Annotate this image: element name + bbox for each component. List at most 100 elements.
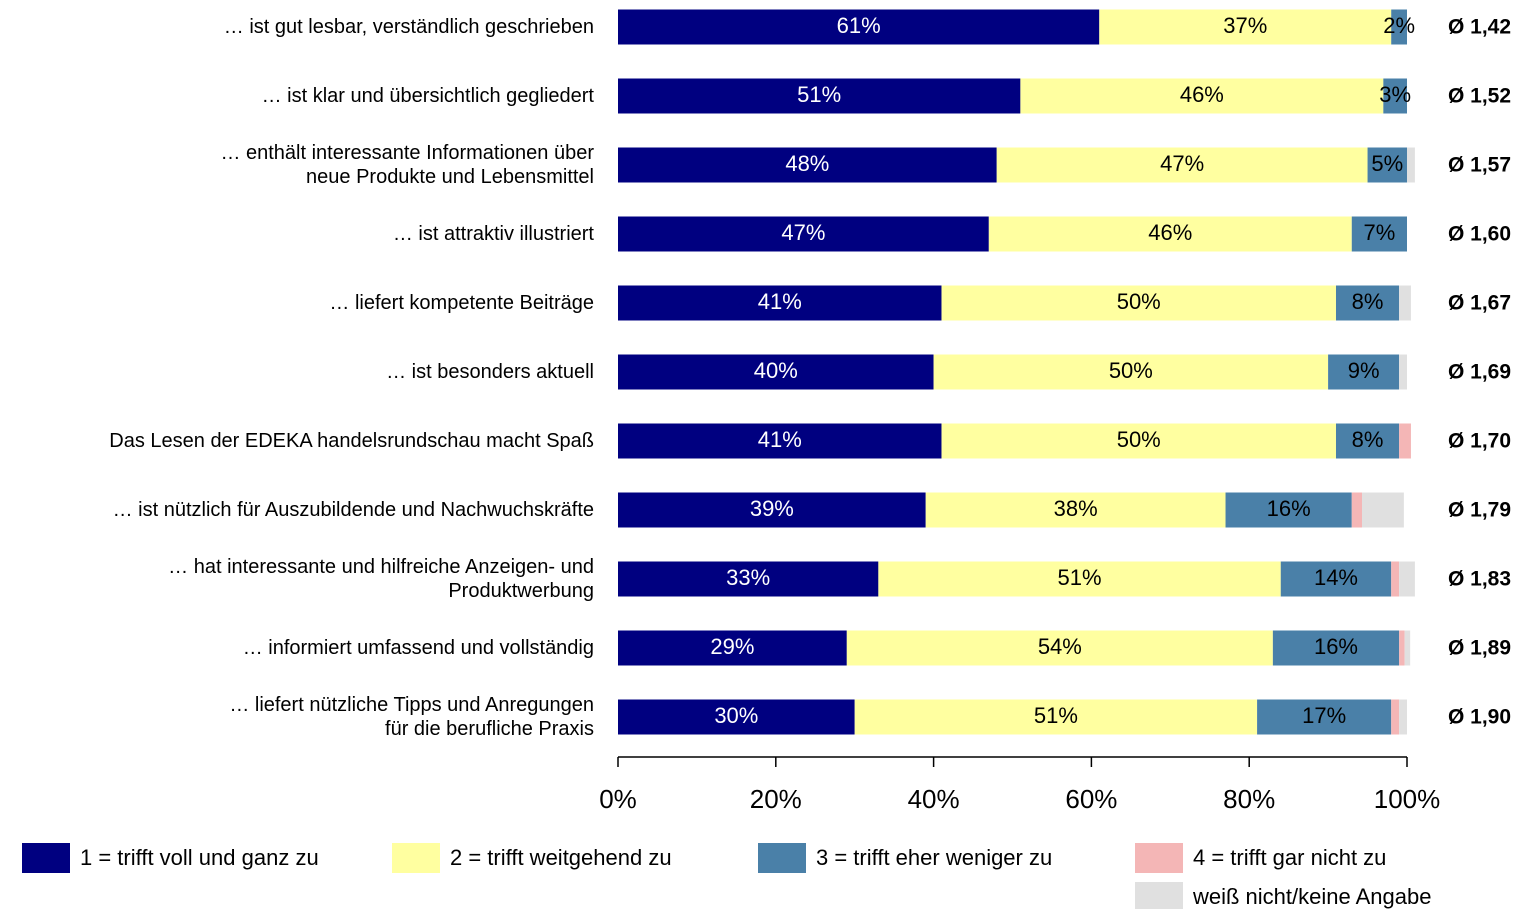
category-label: … ist gut lesbar, verständlich geschrieb…: [223, 16, 594, 38]
value-label: 40%: [754, 358, 798, 383]
value-label: 54%: [1038, 634, 1082, 659]
bar-segment: [878, 561, 1281, 597]
average-label: Ø 1,60: [1448, 223, 1511, 246]
value-label: 16%: [1267, 496, 1311, 521]
x-tick-label: 100%: [1374, 784, 1441, 814]
legend-swatch: [1135, 843, 1183, 873]
bar-segment: [1399, 354, 1407, 390]
bar-segment: [941, 423, 1336, 459]
bar-segment: [846, 630, 1273, 666]
bar-segment: [1391, 699, 1400, 735]
value-label: 8%: [1352, 289, 1384, 314]
value-label: 51%: [797, 82, 841, 107]
value-label: 39%: [750, 496, 794, 521]
value-label: 48%: [785, 151, 829, 176]
bar-segment: [1335, 285, 1400, 321]
value-label: 14%: [1314, 565, 1358, 590]
bar-segment: [925, 492, 1226, 528]
value-label: 17%: [1302, 703, 1346, 728]
bar-segment: [618, 699, 855, 735]
value-label: 8%: [1352, 427, 1384, 452]
bar-segment: [1399, 561, 1415, 597]
bar-segment: [1383, 78, 1407, 114]
legend-label: 4 = trifft gar nicht zu: [1193, 845, 1386, 870]
bar-segment: [1362, 492, 1404, 528]
category-label: Das Lesen der EDEKA handelsrundschau mac…: [109, 430, 594, 452]
category-label: … ist attraktiv illustriert: [392, 223, 594, 245]
bar-segment: [1399, 285, 1411, 321]
value-label: 46%: [1180, 82, 1224, 107]
value-label: 50%: [1117, 427, 1161, 452]
category-label: … liefert nützliche Tipps und Anregungen…: [229, 694, 594, 740]
value-label: 41%: [758, 427, 802, 452]
category-label: … liefert kompetente Beiträge: [329, 292, 594, 314]
value-label: 38%: [1054, 496, 1098, 521]
legend-label: 1 = trifft voll und ganz zu: [80, 845, 319, 870]
bar-segment: [618, 78, 1021, 114]
bar-segment: [1328, 354, 1400, 390]
category-label: … enthält interessante Informationen übe…: [220, 142, 594, 188]
category-label: … ist nützlich für Auszubildende und Nac…: [112, 499, 594, 521]
category-label: … informiert umfassend und vollständig: [242, 637, 594, 659]
legend-label: weiß nicht/keine Angabe: [1192, 884, 1432, 909]
value-label: 41%: [758, 289, 802, 314]
value-label: 46%: [1148, 220, 1192, 245]
bar-segment: [1391, 9, 1407, 45]
bar-segment: [1407, 147, 1415, 183]
value-label: 5%: [1371, 151, 1403, 176]
average-label: Ø 1,89: [1448, 637, 1511, 660]
value-label: 50%: [1117, 289, 1161, 314]
bar-segment: [854, 699, 1258, 735]
value-label: 3%: [1379, 82, 1411, 107]
bar-segment: [1367, 147, 1407, 183]
value-label: 7%: [1363, 220, 1395, 245]
value-label: 33%: [726, 565, 770, 590]
bar-segment: [1399, 630, 1405, 666]
value-label: 2%: [1383, 13, 1415, 38]
bar-segment: [1391, 561, 1400, 597]
average-label: Ø 1,57: [1448, 154, 1511, 177]
average-label: Ø 1,70: [1448, 430, 1511, 453]
bar-segment: [1399, 423, 1411, 459]
value-label: 29%: [710, 634, 754, 659]
average-label: Ø 1,79: [1448, 499, 1511, 522]
bar-segment: [618, 492, 926, 528]
bar-segment: [618, 561, 879, 597]
value-label: 51%: [1034, 703, 1078, 728]
bar-segment: [618, 630, 847, 666]
bar-segment: [996, 147, 1368, 183]
bar-segment: [1280, 561, 1392, 597]
x-tick-label: 40%: [908, 784, 960, 814]
bar-segment: [988, 216, 1352, 252]
bar-segment: [618, 9, 1100, 45]
bar-segment: [1272, 630, 1400, 666]
legend-label: 2 = trifft weitgehend zu: [450, 845, 672, 870]
bar-segment: [618, 354, 934, 390]
bar-segment: [618, 216, 989, 252]
average-label: Ø 1,67: [1448, 292, 1511, 315]
bar-segment: [1404, 630, 1411, 666]
bar-segment: [1351, 216, 1407, 252]
value-label: 47%: [781, 220, 825, 245]
category-label: … ist klar und übersichtlich gegliedert: [261, 85, 594, 107]
value-label: 9%: [1348, 358, 1380, 383]
bar-segment: [1225, 492, 1352, 528]
bar-segment: [1335, 423, 1400, 459]
x-tick-label: 60%: [1065, 784, 1117, 814]
value-label: 61%: [837, 13, 881, 38]
value-label: 47%: [1160, 151, 1204, 176]
x-tick-label: 20%: [750, 784, 802, 814]
bar-segment: [941, 285, 1336, 321]
average-label: Ø 1,42: [1448, 16, 1511, 39]
bar-segment: [618, 423, 942, 459]
bar-segment: [933, 354, 1329, 390]
legend-swatch: [758, 843, 806, 873]
x-tick-label: 80%: [1223, 784, 1275, 814]
legend-label: 3 = trifft eher weniger zu: [816, 845, 1052, 870]
value-label: 16%: [1314, 634, 1358, 659]
average-label: Ø 1,90: [1448, 706, 1511, 729]
x-tick-label: 0%: [599, 784, 637, 814]
legend-swatch: [1135, 882, 1183, 909]
